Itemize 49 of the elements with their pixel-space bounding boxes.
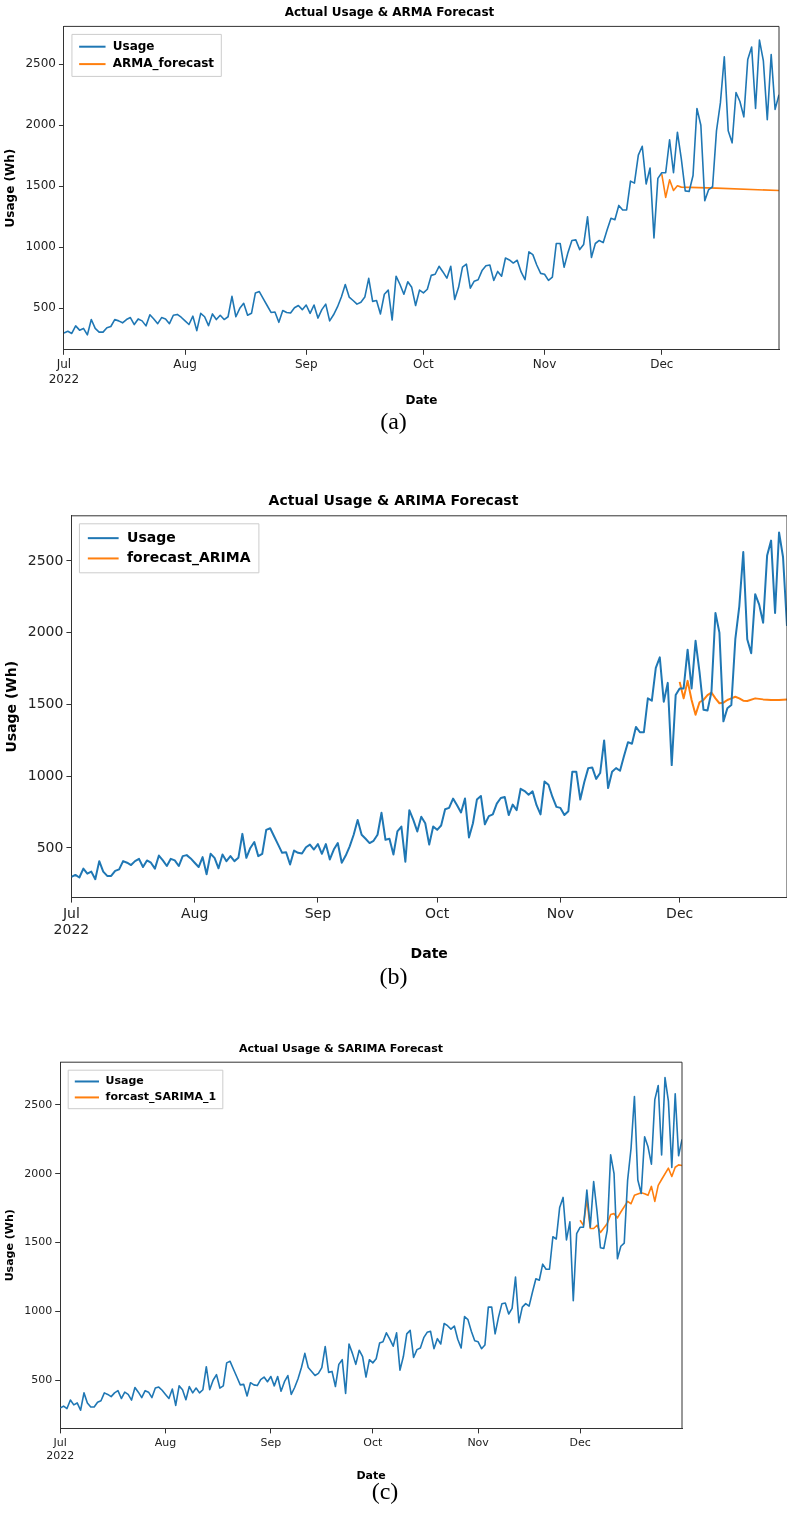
x-tick-label: Oct <box>425 904 450 921</box>
y-axis-title: Usage (Wh) <box>3 148 18 228</box>
y-tick-label: 2500 <box>27 551 64 568</box>
y-axis-title: Usage (Wh) <box>3 1209 17 1282</box>
x-tick-label: Oct <box>363 1435 383 1449</box>
legend-label: Usage <box>112 38 155 53</box>
y-tick-label: 1000 <box>25 239 56 254</box>
x-tick-label: Dec <box>569 1435 591 1449</box>
legend-label: forecast_ARIMA <box>127 549 251 567</box>
y-tick-label: 1500 <box>27 695 64 712</box>
chart-title: Actual Usage & SARIMA Forecast <box>238 1042 444 1056</box>
legend-label: forcast_SARIMA_1 <box>105 1090 217 1104</box>
x-tick-label: Nov <box>546 904 575 921</box>
x-axis-title: Date <box>410 945 448 962</box>
y-tick-label: 1500 <box>24 1235 53 1249</box>
chart-title: Actual Usage & ARIMA Forecast <box>268 492 519 509</box>
x-tick-label: Aug <box>173 357 197 372</box>
x-tick-label: Sep <box>260 1435 282 1449</box>
text: (a) <box>379 408 408 435</box>
y-tick-label: 1000 <box>24 1304 53 1318</box>
x-tick-label: Dec <box>650 357 674 372</box>
y-tick-label: 500 <box>33 300 56 315</box>
y-tick-label: 2500 <box>25 56 56 71</box>
x-tick-label: Dec <box>666 904 694 921</box>
chart-title: Actual Usage & ARMA Forecast <box>284 5 495 20</box>
x-axis-title: Date <box>405 392 438 407</box>
x-tick-label: Oct <box>413 357 435 372</box>
x-tick-label: Aug <box>154 1435 177 1449</box>
y-tick-label: 500 <box>36 838 64 855</box>
y-tick-label: 1500 <box>25 178 56 193</box>
legend-label: Usage <box>105 1074 144 1088</box>
y-tick-label: 500 <box>31 1373 53 1387</box>
x-tick-label: Nov <box>532 357 557 372</box>
x-tick-label: Jul 2022 <box>53 904 90 938</box>
y-tick-label: 1000 <box>27 766 64 783</box>
y-tick-label: 2000 <box>27 623 64 640</box>
y-tick-label: 2000 <box>24 1166 53 1180</box>
y-axis-title: Usage (Wh) <box>3 660 20 753</box>
x-tick-label: Sep <box>294 357 318 372</box>
y-tick-label: 2000 <box>25 117 56 132</box>
legend-label: ARMA_forecast <box>112 56 215 72</box>
x-tick-label: Sep <box>304 904 332 921</box>
text: (b) <box>378 963 409 990</box>
legend-label: Usage <box>127 528 176 545</box>
y-tick-label: 2500 <box>24 1097 53 1111</box>
x-tick-label: Jul 2022 <box>46 1435 75 1463</box>
x-tick-label: Aug <box>180 904 209 921</box>
x-tick-label: Nov <box>467 1435 490 1449</box>
x-tick-label: Jul 2022 <box>48 357 80 386</box>
